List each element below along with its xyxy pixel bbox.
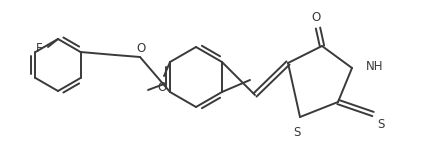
Text: O: O (157, 81, 167, 94)
Text: O: O (312, 11, 320, 24)
Text: O: O (136, 42, 146, 55)
Text: S: S (293, 126, 300, 139)
Text: NH: NH (366, 60, 383, 74)
Text: F: F (37, 43, 43, 55)
Text: S: S (377, 118, 384, 131)
